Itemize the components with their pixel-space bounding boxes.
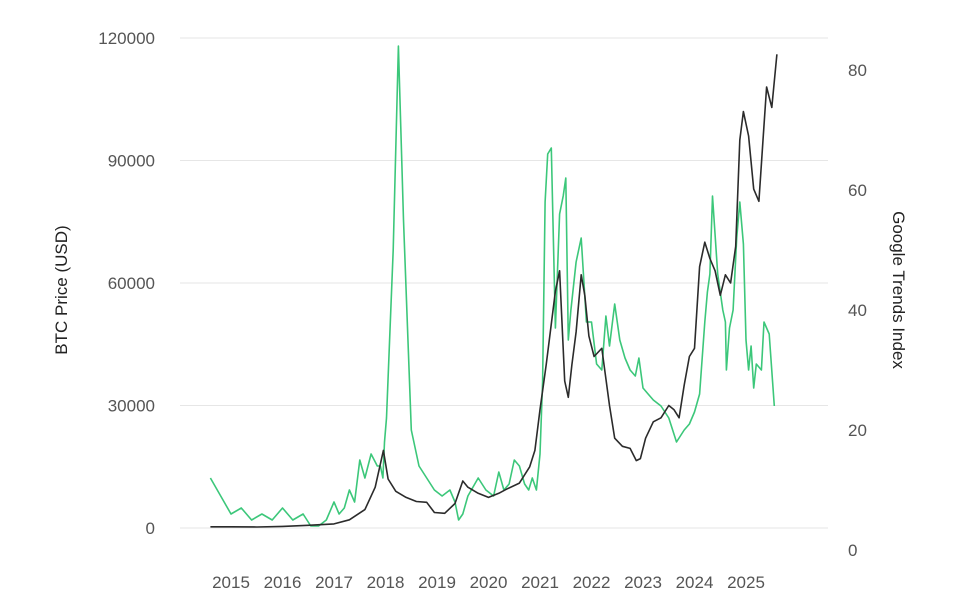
- x-tick-label: 2023: [624, 573, 662, 592]
- btc-price-line: [210, 54, 778, 528]
- left-tick-label: 0: [146, 519, 155, 538]
- x-tick-label: 2021: [521, 573, 559, 592]
- right-axis-title: Google Trends Index: [889, 211, 908, 369]
- x-tick-label: 2022: [573, 573, 611, 592]
- left-axis-title: BTC Price (USD): [52, 225, 71, 354]
- x-tick-label: 2015: [212, 573, 250, 592]
- left-tick-label: 30000: [108, 397, 155, 416]
- x-tick-label: 2019: [418, 573, 456, 592]
- left-tick-label: 60000: [108, 274, 155, 293]
- x-tick-label: 2024: [676, 573, 714, 592]
- left-tick-label: 90000: [108, 152, 155, 171]
- right-tick-label: 20: [848, 421, 867, 440]
- right-tick-label: 80: [848, 61, 867, 80]
- x-tick-label: 2016: [264, 573, 302, 592]
- x-tick-label: 2025: [727, 573, 765, 592]
- right-axis-ticks: 0 20 40 60 80: [848, 61, 867, 560]
- x-tick-label: 2017: [315, 573, 353, 592]
- right-tick-label: 60: [848, 181, 867, 200]
- x-axis-ticks: 2015 2016 2017 2018 2019 2020 2021 2022 2023 2024…: [212, 573, 765, 592]
- x-tick-label: 2018: [367, 573, 405, 592]
- series-layer: [209, 45, 778, 528]
- left-tick-label: 120000: [98, 29, 155, 48]
- right-tick-label: 0: [848, 541, 857, 560]
- left-axis-ticks: 0 30000 60000 90000 120000: [98, 29, 155, 538]
- x-tick-label: 2020: [470, 573, 508, 592]
- google-trends-line: [209, 45, 776, 527]
- grid-lines: [180, 37, 828, 529]
- right-tick-label: 40: [848, 301, 867, 320]
